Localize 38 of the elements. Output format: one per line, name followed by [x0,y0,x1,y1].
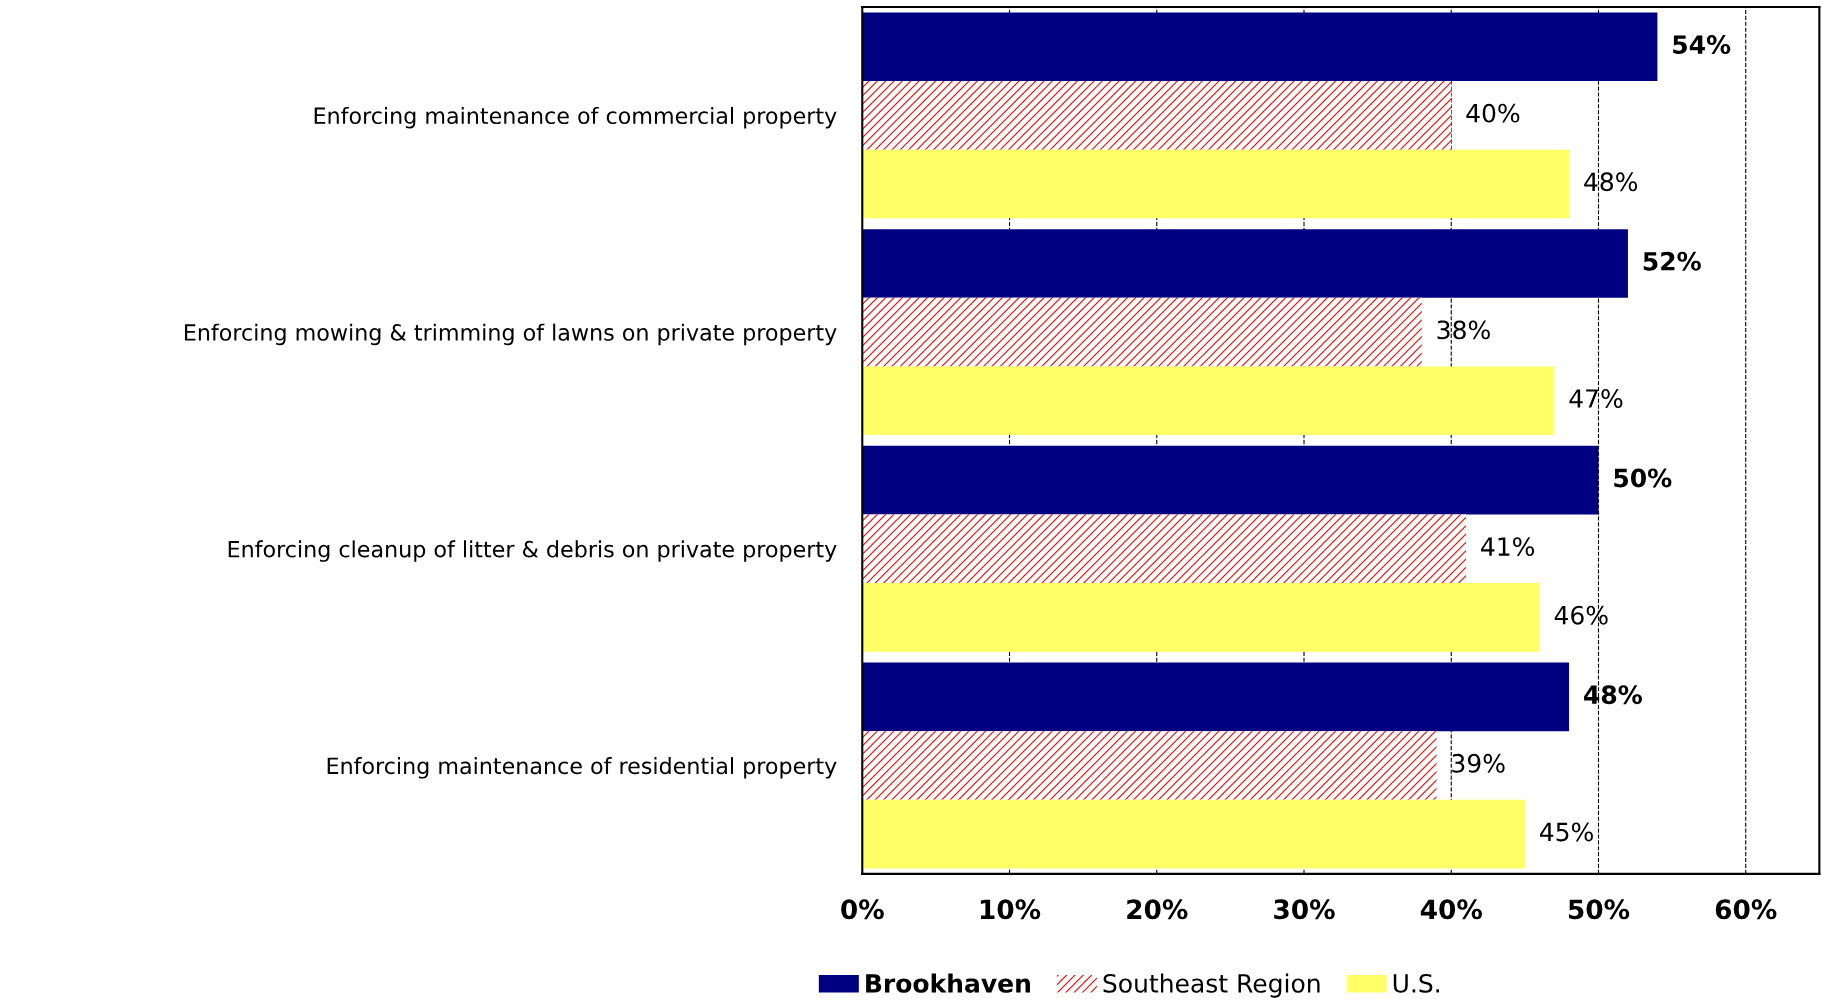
data-label: 45% [1539,822,1593,842]
x-tick-label: 0% [841,899,884,920]
x-tick-label: 40% [1420,899,1482,920]
data-label: 39% [1452,753,1505,773]
data-label: 38% [1437,320,1490,340]
bar [862,229,1628,298]
y-tick-label: Enforcing mowing & trimming of lawns on private property [184,323,837,346]
bar [862,297,1422,367]
data-label: 48% [1584,172,1638,192]
data-label: 41% [1481,537,1535,557]
legend-label: U.S. [1393,973,1439,993]
x-tick-label: 50% [1568,899,1630,920]
bar [862,81,1452,150]
bar [862,514,1466,584]
bar [862,366,1555,436]
data-label: 52% [1643,251,1701,271]
bar [862,731,1437,800]
y-tick-label: Enforcing maintenance of commercial property [314,106,837,129]
x-tick-label: 30% [1274,899,1335,920]
data-label: 54% [1673,35,1731,54]
x-tick-label: 60% [1715,899,1777,920]
legend-label: Brookhaven [866,973,1030,993]
x-tick-label: 10% [980,899,1041,920]
bar [862,12,1658,82]
y-tick-label: Enforcing cleanup of litter & debris on private property [228,540,837,562]
bar [862,583,1540,652]
data-label: 50% [1614,468,1672,488]
data-label: 46% [1554,605,1608,625]
bar [862,799,1525,869]
data-label: 40% [1466,103,1520,123]
legend-label: Southeast Region [1103,973,1320,998]
data-label: 47% [1569,389,1623,408]
bar [862,662,1570,732]
x-tick-label: 20% [1127,899,1188,920]
bar [862,149,1570,219]
bar [862,445,1599,515]
data-label: 48% [1584,685,1642,705]
y-tick-label: Enforcing maintenance of residential property [327,757,837,779]
